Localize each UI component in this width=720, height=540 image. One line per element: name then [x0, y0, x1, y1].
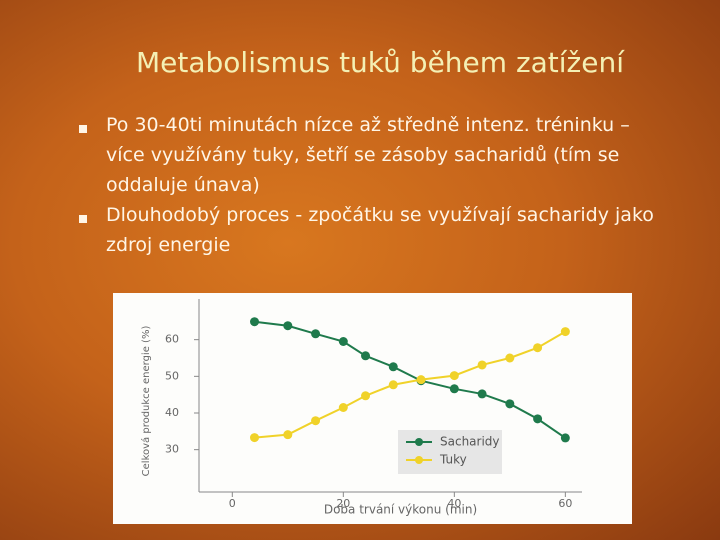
y-tick-label: 60 — [165, 333, 179, 346]
x-tick-label: 60 — [558, 497, 572, 510]
data-point — [250, 317, 260, 327]
data-point — [560, 433, 570, 443]
data-point — [338, 403, 348, 412]
data-point — [560, 327, 570, 337]
legend-marker — [415, 438, 423, 446]
data-point — [449, 371, 459, 381]
y-tick-label: 40 — [165, 406, 179, 419]
chart-background — [113, 293, 632, 524]
bullet: Dlouhodobý proces - zpočátku se využívaj… — [76, 200, 656, 260]
data-point — [416, 375, 426, 385]
data-point — [449, 384, 459, 394]
data-point — [388, 362, 398, 372]
bullet-list: Po 30-40ti minutách nízce až středně int… — [76, 110, 656, 260]
data-point — [477, 360, 487, 370]
data-point — [505, 399, 515, 409]
data-point — [533, 414, 543, 424]
data-point — [311, 416, 321, 426]
x-axis-label: Doba trvání výkonu (min) — [324, 503, 477, 517]
series-line — [254, 330, 566, 439]
x-tick-label: 40 — [447, 497, 461, 510]
data-point — [338, 337, 348, 346]
legend-label: Tuky — [439, 453, 467, 467]
y-axis-label: Celková produkce energie (%) — [140, 326, 152, 477]
data-point — [361, 391, 371, 401]
series-line — [254, 320, 566, 439]
data-point — [505, 353, 515, 363]
data-point — [477, 389, 487, 399]
data-point — [388, 380, 398, 390]
legend-box — [398, 430, 502, 474]
y-tick-label: 50 — [165, 369, 179, 382]
data-point — [361, 351, 371, 361]
slide-title: Metabolismus tuků během zatížení — [135, 46, 625, 79]
data-point — [311, 329, 321, 339]
x-tick-label: 20 — [336, 497, 350, 510]
legend-marker — [415, 456, 423, 464]
data-point — [533, 343, 543, 353]
data-point — [283, 430, 293, 440]
bullet: Po 30-40ti minutách nízce až středně int… — [76, 110, 656, 200]
legend-label: Sacharidy — [440, 435, 500, 449]
x-tick-label: 0 — [229, 497, 236, 510]
data-point — [283, 321, 293, 331]
data-point — [250, 433, 260, 443]
y-tick-label: 30 — [165, 443, 179, 456]
